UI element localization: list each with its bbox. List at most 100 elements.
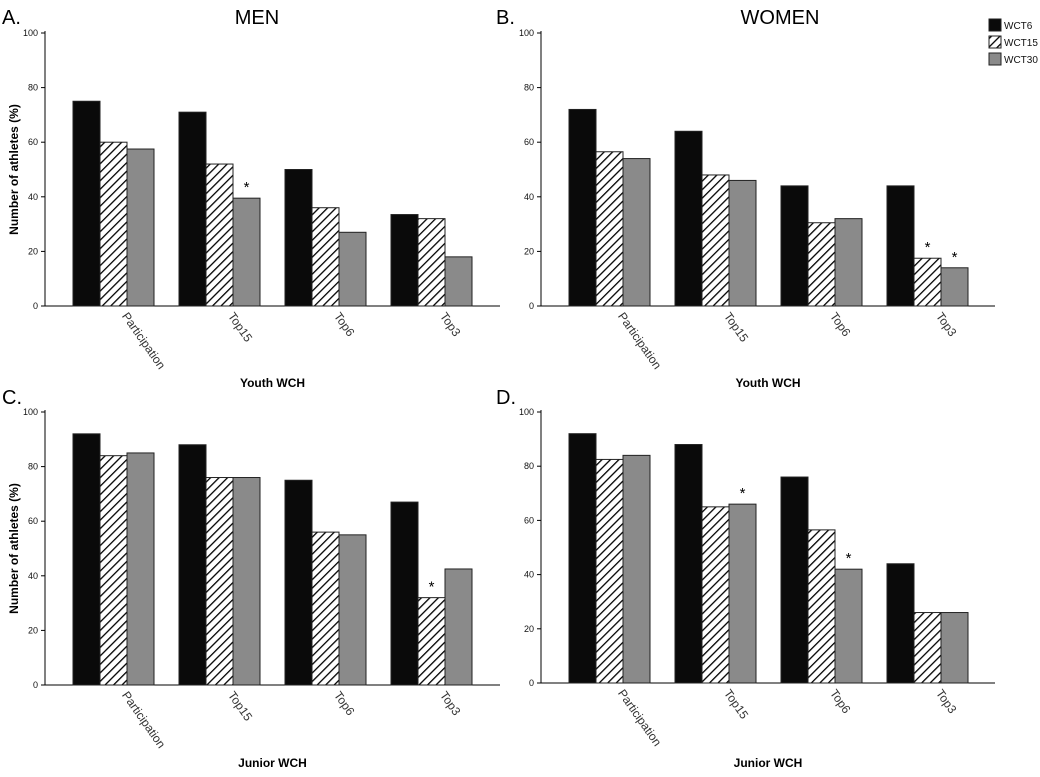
category-label: Top3 [933, 310, 960, 340]
x-axis-label: Youth WCH [240, 376, 305, 390]
bar-wct15-top6 [311, 531, 340, 686]
bar-wct30-top3 [940, 612, 969, 684]
category-label: Top15 [721, 687, 751, 722]
bar-wct6-top3 [886, 563, 915, 684]
y-tick-label: 40 [28, 192, 38, 202]
category-label: Top15 [225, 689, 255, 724]
bar-wct15-top15 [701, 174, 730, 307]
category-label: Top3 [933, 687, 960, 717]
bar-wct6-top3 [886, 185, 915, 307]
y-tick-label: 60 [28, 137, 38, 147]
bar-wct15-top6 [311, 207, 340, 307]
bar-wct30-top3 [444, 568, 473, 686]
legend-swatch-wct30 [988, 52, 1002, 66]
category-label: Participation [119, 310, 168, 372]
legend-swatch-wct15 [988, 35, 1002, 49]
panel-letter: B. [496, 7, 515, 29]
bar-wct15-top6 [807, 529, 836, 684]
bar-wct15-top3 [913, 612, 942, 684]
significance-marker: * [925, 239, 931, 256]
bar-wct30-top6 [834, 218, 863, 307]
y-tick-label: 0 [529, 678, 534, 688]
y-tick-label: 0 [33, 680, 38, 690]
bar-wct30-top6 [338, 231, 367, 307]
bar-wct15-participation [595, 458, 624, 684]
y-tick-label: 40 [524, 192, 534, 202]
panel-letter: A. [2, 7, 21, 29]
bar-wct6-top15 [674, 130, 703, 307]
legend-label-wct6: WCT6 [1004, 21, 1033, 32]
bar-wct15-participation [99, 455, 128, 686]
legend: WCT6 WCT15 WCT30 [988, 18, 1038, 66]
panel-a: 0 20 40 60 80 100 Participation Top15 Top6 Top3 * A… [2, 7, 500, 390]
category-label: Participation [119, 689, 168, 751]
y-tick-label: 60 [524, 137, 534, 147]
y-tick-label: 100 [519, 28, 534, 38]
y-tick-label: 100 [23, 407, 38, 417]
category-label: Participation [615, 687, 664, 749]
y-tick-label: 80 [524, 83, 534, 93]
panel-d: 0 20 40 60 80 100 Participation Top15 Top6 Top3 * *… [496, 387, 995, 770]
bar-wct30-participation [126, 452, 155, 686]
bar-wct6-top15 [178, 111, 207, 307]
bar-wct6-participation [568, 433, 597, 684]
significance-marker: * [244, 179, 250, 196]
category-label: Top6 [827, 687, 854, 717]
bar-wct30-participation [622, 158, 651, 307]
legend-swatch-wct6 [988, 18, 1002, 32]
category-label: Top3 [437, 310, 464, 340]
y-tick-label: 20 [28, 625, 38, 635]
category-label: Participation [615, 310, 664, 372]
bar-wct30-top3 [940, 267, 969, 307]
panel-title: WOMEN [741, 7, 820, 29]
panel-b: 0 20 40 60 80 100 Participation Top15 Top6 Top3 * *… [496, 7, 995, 390]
y-tick-label: 100 [23, 28, 38, 38]
legend-label-wct15: WCT15 [1004, 38, 1038, 49]
y-tick-label: 20 [524, 624, 534, 634]
x-axis-label: Junior WCH [238, 756, 307, 770]
y-tick-label: 40 [524, 570, 534, 580]
y-axis-label: Number of athletes (%) [7, 483, 21, 614]
bar-wct6-top3 [390, 214, 419, 307]
y-tick-label: 60 [524, 515, 534, 525]
y-axis-label: Number of athletes (%) [7, 104, 21, 235]
y-tick-label: 80 [524, 461, 534, 471]
bar-wct6-top6 [284, 169, 313, 307]
panel-title: MEN [235, 7, 279, 29]
category-label: Top3 [437, 689, 464, 719]
bar-wct6-participation [568, 108, 597, 307]
bar-wct6-top6 [780, 476, 809, 684]
bar-wct15-top3 [913, 257, 942, 307]
y-tick-label: 60 [28, 516, 38, 526]
y-tick-label: 0 [33, 301, 38, 311]
bar-wct30-top15 [728, 503, 757, 684]
bar-wct30-top15 [728, 179, 757, 307]
bar-wct15-participation [595, 151, 624, 307]
bar-wct15-top3 [417, 218, 446, 307]
y-tick-label: 80 [28, 462, 38, 472]
significance-marker: * [952, 249, 958, 266]
panel-c: 0 20 40 60 80 100 Participation Top15 Top6 Top3 * C… [2, 387, 500, 770]
bar-wct15-top3 [417, 597, 446, 686]
x-axis-label: Youth WCH [735, 376, 800, 390]
bar-wct30-top3 [444, 256, 473, 307]
panel-letter: C. [2, 387, 22, 409]
bar-wct30-participation [622, 454, 651, 684]
bar-wct6-participation [72, 100, 101, 307]
category-label: Top6 [331, 310, 358, 340]
bar-wct6-participation [72, 433, 101, 686]
category-label: Top6 [827, 310, 854, 340]
bar-wct6-top6 [780, 185, 809, 307]
significance-marker: * [846, 550, 852, 567]
bar-wct30-top6 [834, 568, 863, 684]
legend-label-wct30: WCT30 [1004, 55, 1038, 66]
bar-wct15-top15 [205, 163, 234, 307]
category-label: Top6 [331, 689, 358, 719]
significance-marker: * [740, 485, 746, 502]
y-tick-label: 80 [28, 83, 38, 93]
bar-wct15-top6 [807, 222, 836, 307]
category-label: Top15 [225, 310, 255, 345]
bar-wct15-top15 [701, 506, 730, 684]
